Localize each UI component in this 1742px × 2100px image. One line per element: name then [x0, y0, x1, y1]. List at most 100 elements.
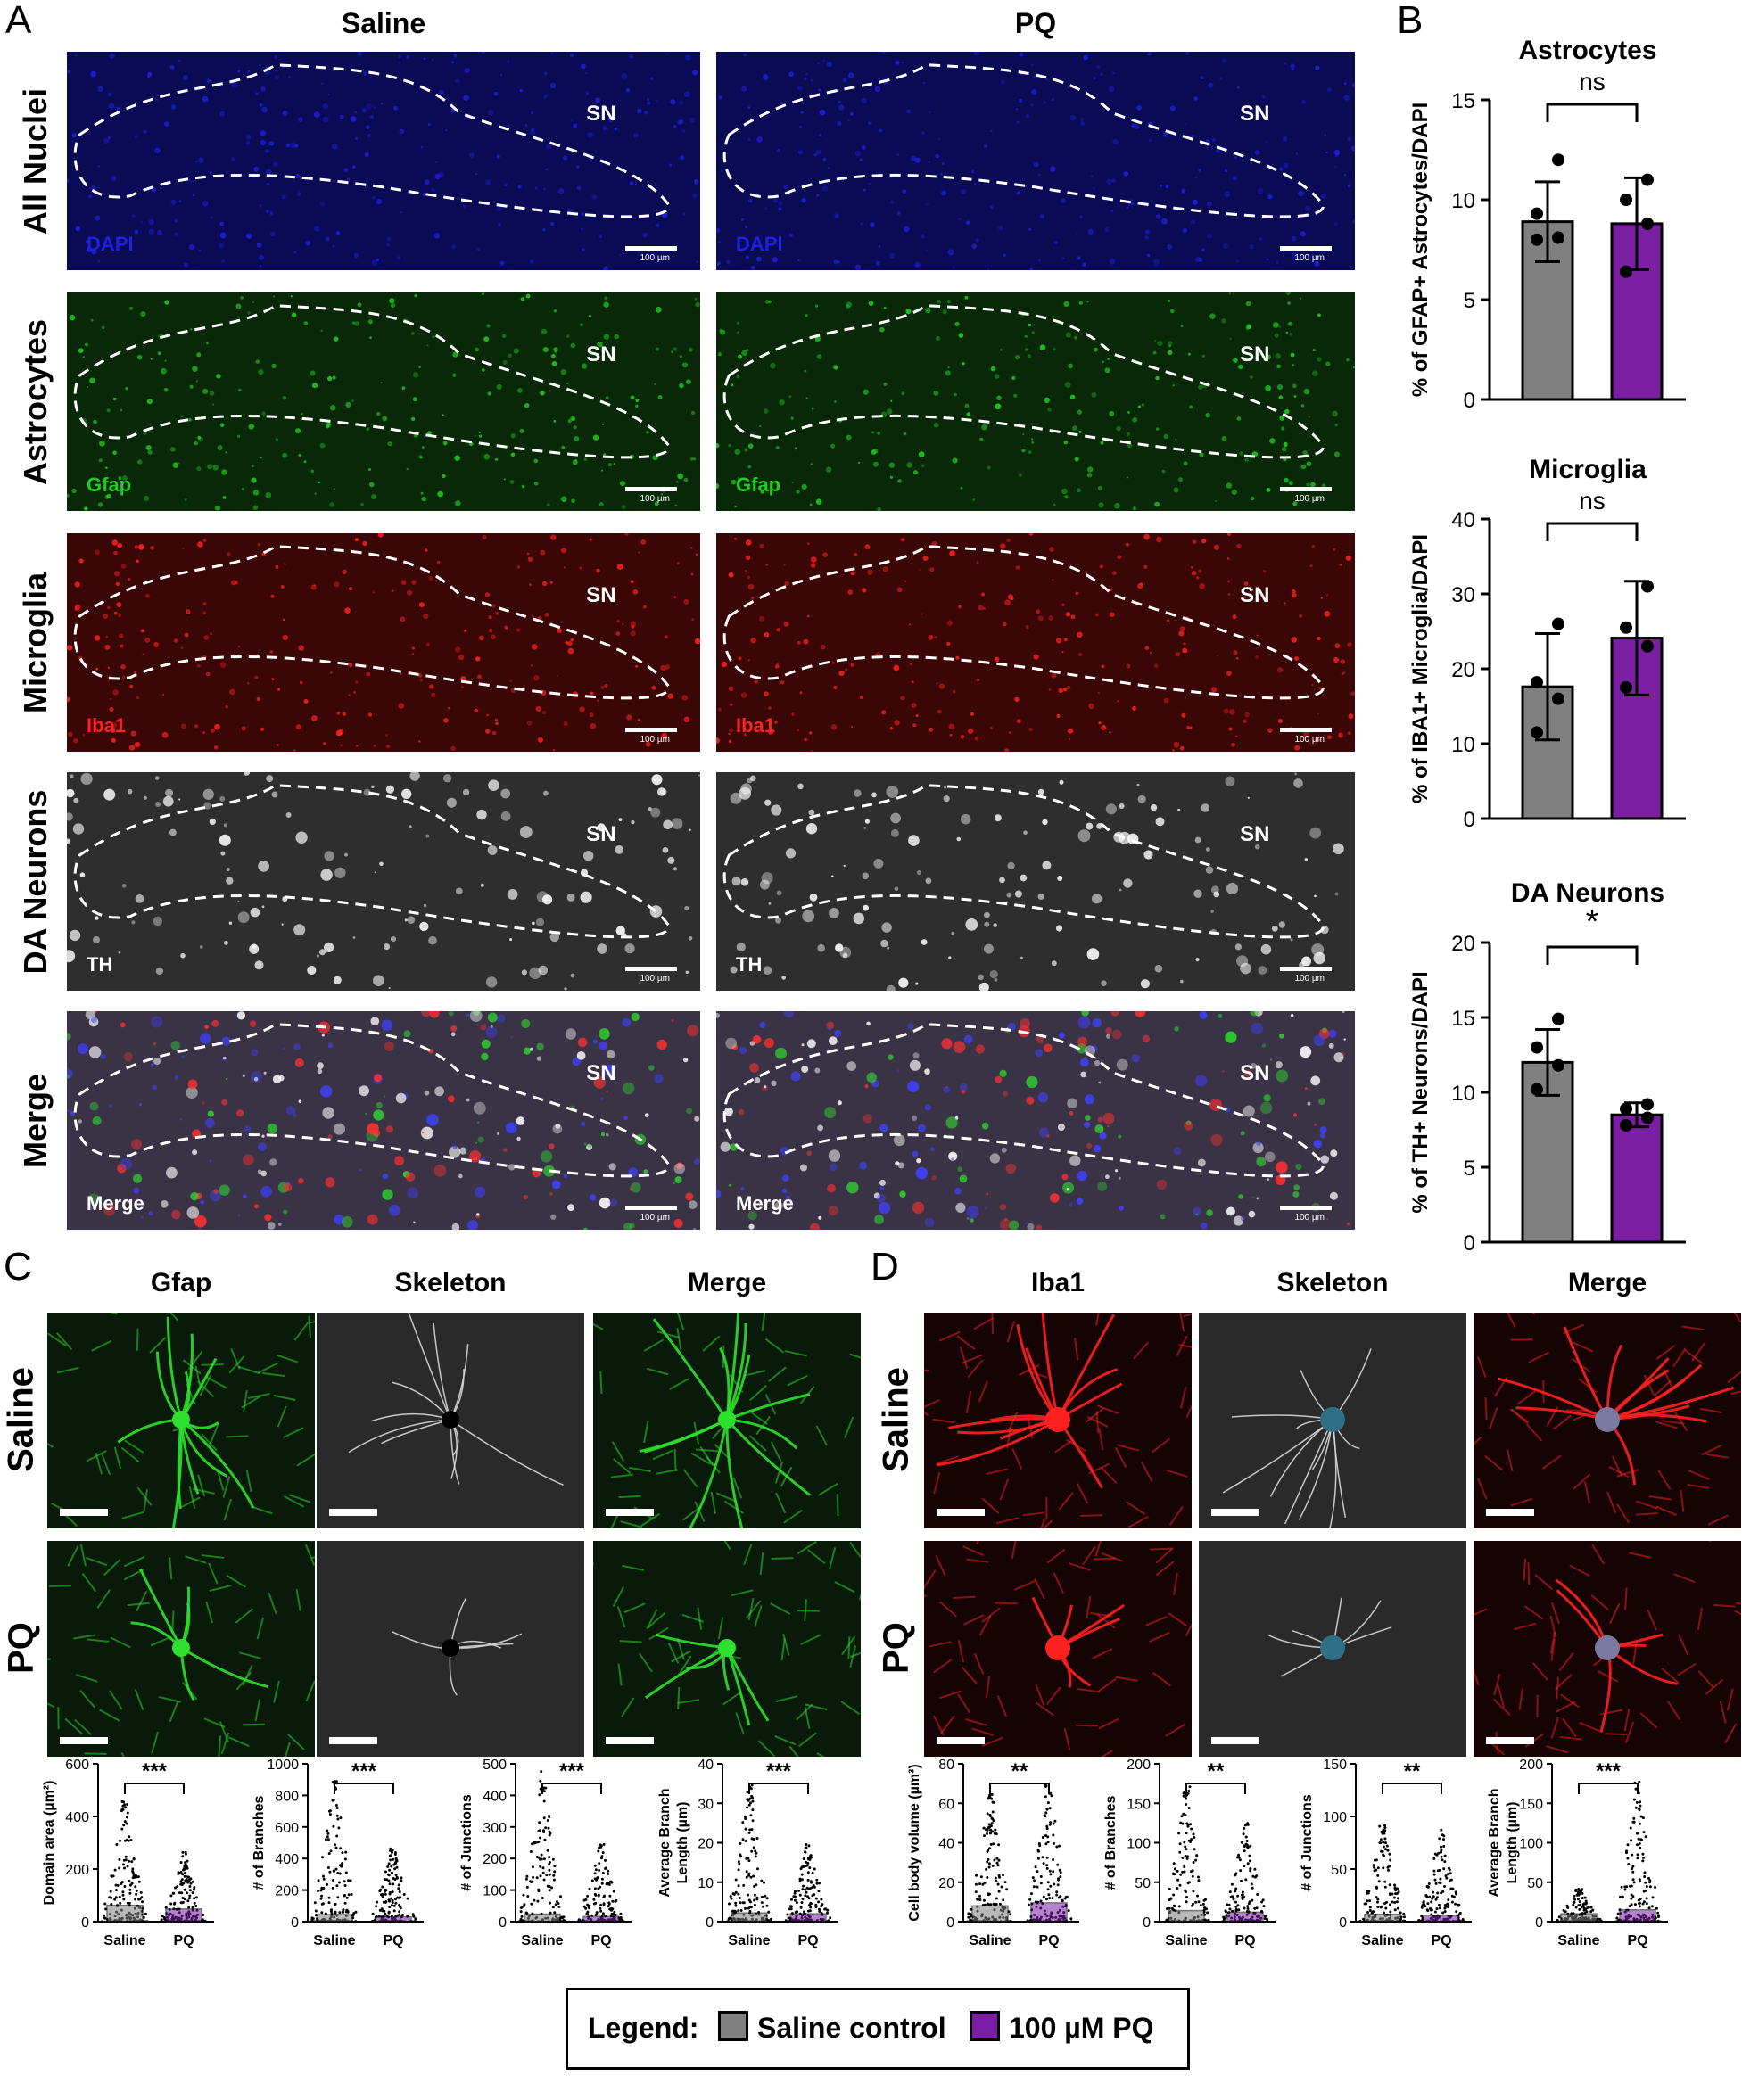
data-point	[1045, 1856, 1049, 1859]
bar	[1168, 1909, 1205, 1923]
data-point	[1184, 1889, 1187, 1892]
data-point	[116, 1883, 120, 1887]
data-point	[1234, 1872, 1238, 1875]
data-point	[1234, 1900, 1237, 1904]
data-point	[1061, 1898, 1064, 1902]
data-point	[128, 1901, 131, 1905]
data-point	[391, 1871, 393, 1874]
data-point	[765, 1904, 769, 1907]
data-point	[579, 1920, 582, 1923]
data-point	[1383, 1837, 1387, 1841]
data-point	[334, 1804, 338, 1807]
data-point	[1240, 1841, 1243, 1844]
data-point	[177, 1871, 180, 1874]
data-point	[1370, 1911, 1374, 1915]
data-point	[726, 1920, 729, 1923]
morphology-chart: 0 20 40 60 80 Cell body volume (µm³) Saline PQ *…	[907, 1758, 1079, 1948]
data-point	[121, 1804, 125, 1808]
data-point	[1436, 1891, 1440, 1895]
data-point	[1053, 1882, 1056, 1886]
data-point	[732, 1892, 736, 1896]
bar-chart: Microglia 0 10 20 30 40 % of IBA1+ Microglia/D…	[1408, 455, 1686, 832]
data-point	[1048, 1897, 1052, 1900]
data-point	[326, 1832, 330, 1835]
data-point	[1631, 1853, 1634, 1857]
data-point	[1597, 1917, 1600, 1921]
data-point	[548, 1856, 551, 1859]
data-point	[992, 1800, 995, 1804]
data-point	[599, 1903, 603, 1906]
data-point	[1055, 1893, 1059, 1897]
data-point	[739, 1853, 742, 1857]
data-point	[1039, 1875, 1043, 1878]
data-point	[327, 1901, 331, 1905]
data-point	[1048, 1807, 1052, 1810]
data-point	[1440, 1891, 1443, 1895]
data-point	[748, 1906, 752, 1909]
data-point	[1638, 1780, 1641, 1783]
data-point	[995, 1902, 998, 1906]
data-point	[1228, 1890, 1232, 1894]
data-point	[599, 1909, 603, 1913]
data-point	[1256, 1893, 1259, 1896]
data-point	[1633, 1903, 1637, 1906]
data-point	[542, 1878, 546, 1882]
data-point	[539, 1836, 541, 1840]
data-point	[613, 1910, 616, 1914]
scale-bar	[60, 1509, 108, 1516]
data-point	[326, 1882, 329, 1886]
data-point	[1402, 1912, 1406, 1915]
data-point	[1245, 1843, 1249, 1847]
data-point	[1192, 1861, 1195, 1864]
data-point	[134, 1898, 137, 1901]
data-point	[1399, 1911, 1402, 1915]
data-point	[991, 1817, 995, 1821]
panel-a-col-pq: PQ	[1014, 7, 1057, 39]
data-point	[183, 1865, 186, 1868]
data-point	[115, 1889, 118, 1892]
data-point	[1380, 1905, 1383, 1908]
data-point	[103, 1914, 106, 1917]
data-point	[608, 1894, 612, 1898]
data-point	[745, 1875, 748, 1879]
d-micrograph	[1474, 1313, 1741, 1528]
c-micrograph	[593, 1313, 861, 1528]
data-point	[1420, 1919, 1424, 1923]
chart-title: DA Neurons	[1511, 878, 1664, 908]
y-axis-label: # of Junctions	[1300, 1794, 1315, 1891]
data-point	[1395, 1900, 1399, 1904]
data-point	[595, 1911, 599, 1915]
c-col-title: Gfap	[150, 1268, 212, 1297]
data-point	[1442, 1845, 1446, 1848]
data-point	[1190, 1827, 1193, 1831]
data-point	[1614, 1920, 1618, 1923]
data-point	[1050, 1794, 1053, 1798]
data-point	[765, 1897, 769, 1900]
bar	[316, 1914, 353, 1923]
scale-bar	[60, 1737, 108, 1744]
data-point	[1375, 1886, 1378, 1890]
data-point	[742, 1883, 746, 1887]
data-point	[1039, 1899, 1043, 1903]
data-point	[1002, 1874, 1004, 1877]
data-point	[124, 1855, 128, 1858]
scale-bar	[606, 1737, 654, 1744]
data-point	[553, 1870, 557, 1874]
data-point	[975, 1898, 978, 1901]
data-point	[328, 1813, 332, 1816]
data-point	[321, 1856, 324, 1859]
data-point	[793, 1891, 797, 1895]
data-point	[750, 1828, 754, 1832]
data-point	[1243, 1849, 1246, 1853]
x-tick-label: Saline	[1165, 1933, 1207, 1948]
x-tick-label: PQ	[1431, 1933, 1451, 1948]
data-point	[388, 1892, 392, 1896]
data-point	[184, 1879, 187, 1882]
data-point	[1031, 1876, 1035, 1880]
data-point	[593, 1872, 597, 1875]
data-point	[1620, 265, 1632, 278]
data-point	[390, 1904, 393, 1907]
data-point	[1184, 1814, 1187, 1816]
data-point	[387, 1879, 391, 1882]
significance-label: **	[1404, 1759, 1421, 1783]
